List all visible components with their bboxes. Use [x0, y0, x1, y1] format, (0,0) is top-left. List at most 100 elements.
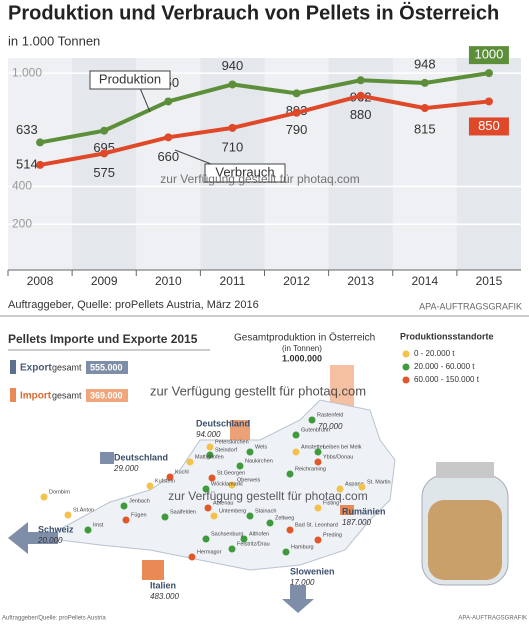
site-label: Zeltweg — [275, 515, 294, 521]
production-label: Gesamtproduktion in Österreich — [234, 332, 375, 344]
site-label: Dornbirn — [49, 489, 70, 495]
value-box — [468, 117, 509, 136]
legend-dot — [402, 376, 410, 384]
point — [36, 138, 45, 147]
site — [120, 502, 128, 510]
point — [484, 69, 493, 78]
site — [292, 431, 300, 439]
x-tick-label: 2008 — [27, 274, 54, 288]
value-label: 815 — [414, 121, 436, 136]
country-value: 70.000 — [318, 422, 343, 431]
legend-item: 20.000 - 60.000 t — [414, 362, 475, 371]
arrow — [282, 585, 314, 613]
arrow — [230, 420, 250, 440]
production-value: 1.000.000 — [282, 353, 322, 363]
x-tick-label: 2012 — [283, 274, 310, 288]
site-label: Saalfelden — [170, 509, 196, 515]
point — [164, 133, 173, 142]
band — [456, 58, 521, 270]
arrow — [340, 505, 354, 515]
site-label: Althofen — [249, 531, 269, 537]
site — [314, 504, 322, 512]
marker — [10, 360, 16, 374]
site — [314, 458, 322, 466]
site-label: Mattighofen — [195, 454, 224, 460]
value-box — [86, 389, 128, 402]
site — [202, 485, 210, 493]
legend-leader — [139, 87, 151, 113]
import-label: Import — [20, 391, 52, 402]
value-label: 660 — [157, 149, 179, 164]
x-tick-label: 2013 — [347, 274, 374, 288]
watermark: zur Verfügung gestellt für photaq.com — [160, 172, 359, 186]
site — [314, 448, 322, 456]
x-tick-label: 2014 — [411, 274, 438, 288]
footer-left: Auftraggeber/Quelle: proPellets Austria — [2, 616, 106, 622]
site-label: Hermagor — [197, 549, 222, 555]
country-value: 20.000 — [37, 536, 63, 545]
marker — [10, 388, 16, 402]
legend-item: 0 - 20.000 t — [414, 349, 455, 358]
x-tick-label: 2015 — [476, 274, 503, 288]
site — [236, 462, 244, 470]
site — [292, 448, 300, 456]
point — [100, 126, 109, 135]
value-label: 940 — [222, 58, 244, 73]
site-label: Bad St. Leonhard — [295, 522, 338, 528]
site-label: Imst — [93, 522, 104, 528]
point — [484, 97, 493, 106]
chart-title: Produktion und Verbrauch von Pellets in … — [8, 1, 499, 24]
watermark: zur Verfügung gestellt für photaq.com — [150, 383, 366, 398]
import-sub: gesamt — [52, 390, 82, 400]
value-label: 514 — [16, 156, 38, 171]
site — [266, 519, 274, 527]
band — [72, 58, 137, 270]
site-label: Fügen — [131, 512, 147, 518]
site-label: St.Georgen — [217, 470, 245, 476]
value-box — [468, 46, 509, 65]
value-label: 710 — [222, 139, 244, 154]
value-label: 850 — [478, 118, 500, 133]
site-label: Kuchl — [175, 469, 189, 475]
legend-label: Verbrauch — [215, 164, 274, 179]
site — [202, 535, 210, 543]
y-tick-label: 400 — [12, 179, 32, 193]
site-label: Untemberg — [219, 508, 246, 514]
value-label: 880 — [350, 107, 372, 122]
line — [39, 71, 490, 145]
x-tick-label: 2010 — [155, 274, 182, 288]
site — [286, 470, 294, 478]
legend-dot — [402, 350, 410, 358]
site-label: Stainach — [255, 508, 276, 514]
site — [308, 416, 316, 424]
legend-dot — [402, 363, 410, 371]
legend-label: Produktion — [99, 71, 161, 86]
site — [188, 553, 196, 561]
y-tick-label: 1.000 — [12, 65, 42, 79]
site-label: Reichraming — [295, 466, 326, 472]
y-tick-label: 200 — [12, 216, 32, 230]
site — [186, 458, 194, 466]
watermark: zur Verfügung gestellt für photaq.com — [168, 489, 367, 503]
legend-box — [89, 70, 171, 90]
site — [336, 485, 344, 493]
x-tick-label: 2011 — [220, 274, 246, 288]
site — [286, 526, 294, 534]
site — [208, 474, 216, 482]
site — [146, 482, 154, 490]
value-box — [86, 361, 128, 374]
point — [420, 104, 429, 113]
site — [282, 548, 290, 556]
value-label: 1000 — [474, 47, 503, 62]
site-label: Rastenfeld — [317, 412, 343, 418]
site-label: Preding — [323, 532, 342, 538]
site-label: Jenbach — [129, 498, 150, 504]
site-label: St. Martin — [367, 479, 391, 485]
site — [206, 451, 214, 459]
point — [420, 78, 429, 87]
site — [228, 481, 236, 489]
site-label: Oberweis — [237, 477, 260, 483]
arrow — [100, 452, 114, 464]
